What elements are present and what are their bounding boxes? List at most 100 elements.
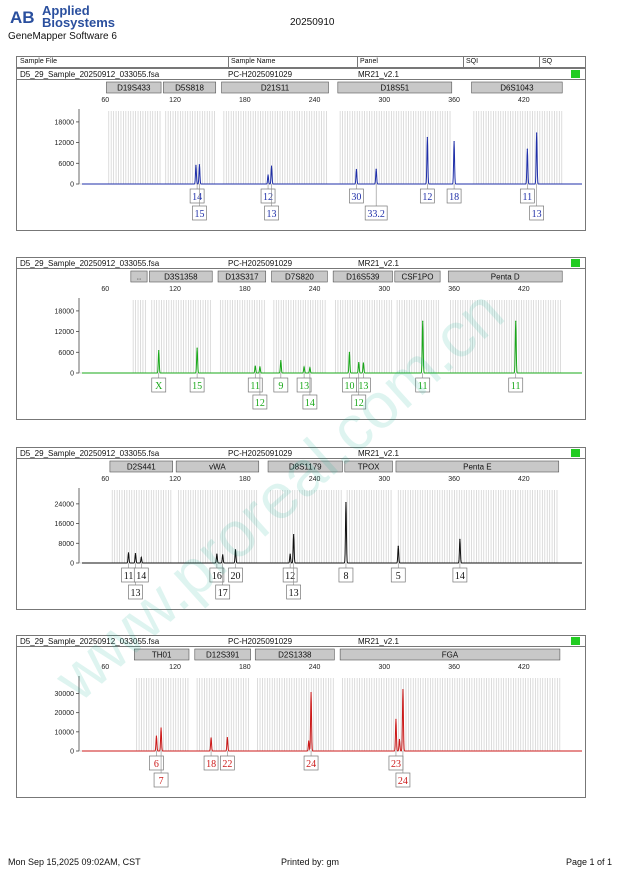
marker-d18s51[interactable]: D18S51 (337, 81, 453, 94)
marker-d5s818[interactable]: D5S818 (163, 81, 217, 94)
marker-d19s433[interactable]: D19S433 (106, 81, 162, 94)
allele-call[interactable]: 13 (529, 184, 545, 221)
marker-d8s1179[interactable]: D8S1179 (267, 460, 343, 473)
allele-call[interactable]: 7 (153, 751, 169, 788)
col-sq: SQ (542, 58, 553, 65)
allele-call[interactable]: 33.2 (364, 184, 388, 221)
allele-call[interactable]: 11 (519, 184, 535, 204)
allele-call[interactable]: 9 (273, 373, 289, 393)
marker-penta-d[interactable]: Penta D (447, 270, 563, 283)
marker-label: TH01 (152, 651, 172, 660)
allele-call[interactable]: X (151, 373, 167, 393)
marker-d16s539[interactable]: D16S539 (332, 270, 393, 283)
sample-name: PC-H2025091029 (228, 637, 293, 646)
x-tick-label: 360 (448, 476, 460, 483)
allele-call[interactable]: 20 (228, 563, 243, 583)
allele-call[interactable]: 8 (338, 563, 354, 583)
x-tick-label: 180 (239, 97, 251, 104)
x-tick-label: 60 (101, 97, 109, 104)
allele-call[interactable]: 16 (209, 563, 225, 583)
marker-d7s820[interactable]: D7S820 (271, 270, 328, 283)
marker-d12s391[interactable]: D12S391 (194, 648, 251, 661)
peak-point (402, 689, 404, 691)
allele-call[interactable]: 12 (282, 563, 298, 583)
allele-call[interactable]: 11 (415, 373, 431, 393)
allele-label: 12 (263, 192, 273, 203)
allele-label: 13 (130, 588, 140, 599)
x-tick-label: 360 (448, 286, 460, 293)
sample-file: D5_29_Sample_20250912_033055.fsa (20, 637, 160, 646)
allele-call[interactable]: 14 (133, 563, 149, 583)
allele-call[interactable]: 13 (356, 373, 371, 393)
peak-point (515, 320, 517, 322)
marker-d2s1338[interactable]: D2S1338 (254, 648, 335, 661)
marker-csf1po[interactable]: CSF1PO (394, 270, 441, 283)
allele-call[interactable]: 18 (446, 184, 462, 204)
allele-call[interactable]: 11 (508, 373, 524, 393)
peak-point (422, 320, 424, 322)
bin-lines (346, 490, 392, 563)
y-tick-label: 0 (70, 561, 74, 568)
y-tick-label: 6000 (58, 350, 74, 357)
allele-call[interactable]: 14 (189, 184, 205, 204)
allele-call[interactable]: 12 (351, 373, 367, 410)
brand-line-1: Applied (42, 3, 90, 18)
marker-tpox[interactable]: TPOX (344, 460, 393, 473)
allele-call[interactable]: 12 (252, 373, 268, 410)
peak-point (196, 347, 198, 349)
marker-d3s1358[interactable]: D3S1358 (149, 270, 213, 283)
peak-point (309, 367, 311, 369)
allele-label: 12 (354, 398, 364, 409)
allele-label: 22 (222, 759, 232, 770)
allele-label: 11 (511, 381, 521, 392)
allele-label: 17 (218, 588, 228, 599)
allele-call[interactable]: 13 (128, 563, 143, 600)
allele-label: 7 (159, 776, 164, 787)
allele-call[interactable]: 12 (419, 184, 435, 204)
y-tick-label: 8000 (58, 541, 74, 548)
allele-call[interactable]: 13 (264, 184, 279, 221)
allele-call[interactable]: 6 (149, 751, 164, 771)
allele-call[interactable]: 11 (247, 373, 263, 393)
allele-call[interactable]: 22 (219, 751, 235, 771)
marker-d21s11[interactable]: D21S11 (221, 81, 329, 94)
peak-point (293, 534, 295, 536)
allele-call[interactable]: 13 (296, 373, 312, 393)
marker-d13s317[interactable]: D13S317 (217, 270, 267, 283)
peak-point (375, 168, 377, 170)
marker-fga[interactable]: FGA (339, 648, 561, 661)
marker-vwa[interactable]: vWA (175, 460, 260, 473)
allele-label: 16 (212, 571, 222, 582)
allele-label: 6 (154, 759, 159, 770)
marker-label: D13S317 (225, 273, 259, 282)
allele-call[interactable]: 14 (302, 373, 318, 410)
allele-call[interactable]: 15 (189, 373, 205, 393)
sample-file: D5_29_Sample_20250912_033055.fsa (20, 70, 160, 79)
allele-call[interactable]: 5 (390, 563, 406, 583)
x-tick-label: 180 (239, 476, 251, 483)
marker--[interactable]: .. (130, 270, 148, 283)
y-tick-label: 12000 (55, 329, 75, 336)
marker-d2s441[interactable]: D2S441 (109, 460, 173, 473)
peak-point (222, 554, 224, 556)
allele-call[interactable]: 14 (452, 563, 468, 583)
allele-call[interactable]: 15 (192, 184, 207, 221)
marker-penta-e[interactable]: Penta E (395, 460, 560, 473)
allele-call[interactable]: 30 (349, 184, 364, 204)
allele-call[interactable]: 24 (303, 751, 319, 771)
allele-label: 14 (305, 398, 315, 409)
allele-call[interactable]: 11 (121, 563, 136, 583)
allele-label: 11 (523, 192, 533, 203)
allele-call[interactable]: 24 (395, 751, 411, 788)
peak-point (310, 691, 312, 694)
allele-call[interactable]: 12 (260, 184, 276, 204)
allele-call[interactable]: 18 (203, 751, 219, 771)
x-tick-label: 180 (239, 286, 251, 293)
panel-name: MR21_v2.1 (358, 637, 399, 646)
allele-call[interactable]: 17 (215, 563, 231, 600)
allele-call[interactable]: 23 (388, 751, 404, 771)
allele-call[interactable]: 10 (342, 373, 357, 393)
marker-d6s1043[interactable]: D6S1043 (471, 81, 563, 94)
marker-th01[interactable]: TH01 (134, 648, 190, 661)
allele-call[interactable]: 13 (286, 563, 301, 600)
